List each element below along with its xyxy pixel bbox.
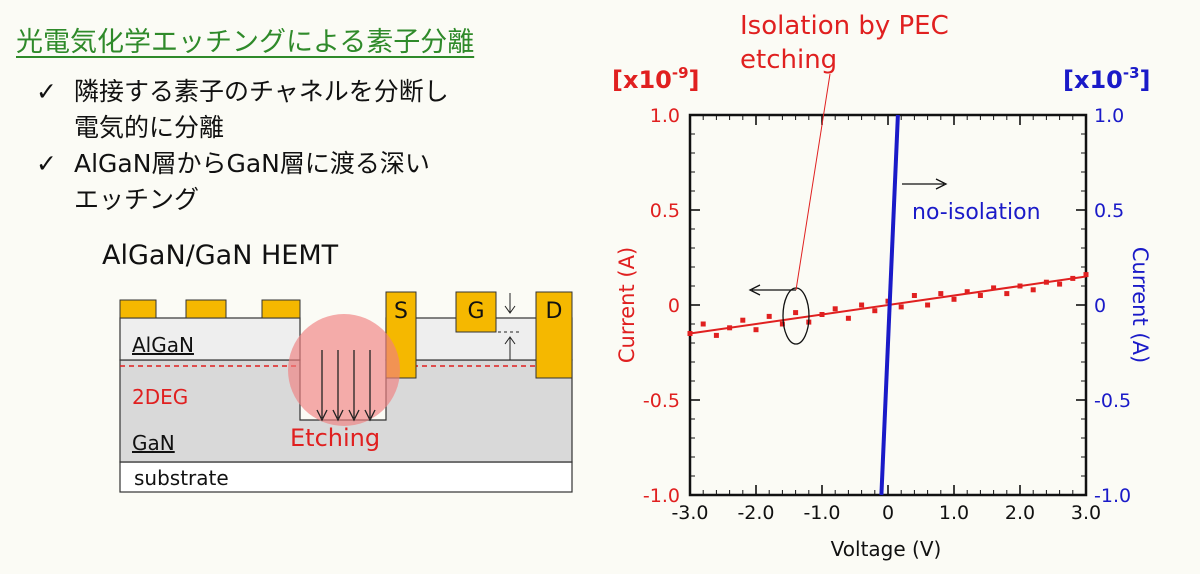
etch-arrows xyxy=(316,350,376,422)
right-mult-base: [x10 xyxy=(1063,66,1123,94)
gate-contact xyxy=(455,291,497,333)
slide-title: 光電気化学エッチングによる素子分離 xyxy=(16,27,475,58)
y-tick-label-right: -0.5 xyxy=(1094,390,1131,412)
bullet-2-line-1: AlGaN層からGaN層に渡る深い xyxy=(74,149,430,178)
etching-label: Etching xyxy=(290,424,380,452)
y-tick-label-right: 1.0 xyxy=(1094,105,1124,127)
y-tick-label-left: -0.5 xyxy=(643,390,680,412)
no-isolation-label: no-isolation xyxy=(912,200,1041,225)
x-tick-label: -1.0 xyxy=(803,502,840,524)
data-point xyxy=(740,317,746,323)
data-point xyxy=(977,293,983,298)
data-point xyxy=(911,293,917,298)
algan-label: AlGaN xyxy=(132,333,194,357)
y-tick-label-right: 0 xyxy=(1094,295,1106,317)
x-tick-label: 0 xyxy=(882,502,894,524)
left-mult-close: ] xyxy=(689,66,700,94)
iv-chart: Isolation by PEC etching [x10-9] [x10-3]… xyxy=(612,11,1152,561)
data-point xyxy=(951,296,957,302)
series-layer xyxy=(687,114,1089,496)
data-point xyxy=(991,285,997,291)
tick-labels: -3.0 -2.0 -1.0 0 1.0 2.0 3.0 1.0 1.0 0.5 0.5 0 0 -0.5… xyxy=(643,105,1131,524)
bullet-list: ✓ 隣接する素子のチャネルを分断し 電気的に分離 ✓ AlGaN層からGaN層に… xyxy=(36,74,449,218)
data-point xyxy=(1030,287,1036,293)
data-point xyxy=(938,291,944,297)
x-tick-label: 3.0 xyxy=(1071,502,1101,524)
data-point xyxy=(872,308,878,314)
etch-highlight xyxy=(288,314,400,426)
depth-arrowhead-bottom xyxy=(504,336,516,345)
y-tick-label-left: 1.0 xyxy=(650,105,680,127)
data-point xyxy=(1083,272,1089,278)
x-tick-label: -3.0 xyxy=(671,502,708,524)
data-point xyxy=(779,321,785,327)
drain-contact xyxy=(535,291,573,379)
left-contact-3 xyxy=(261,299,301,319)
data-point xyxy=(859,302,865,308)
bullet-item-1: ✓ 隣接する素子のチャネルを分断し 電気的に分離 xyxy=(36,74,449,146)
left-contact-1 xyxy=(119,299,157,319)
y-axis-label-left: Current (A) xyxy=(615,247,639,363)
right-mult-exp: -3 xyxy=(1123,64,1140,82)
no-isolation-arrowhead xyxy=(935,178,948,190)
data-point xyxy=(845,315,851,321)
data-point xyxy=(713,332,719,338)
depth-arrowhead-top xyxy=(504,305,516,314)
data-point xyxy=(964,289,970,295)
tick-marks xyxy=(689,114,1087,496)
annotation-pointer xyxy=(795,73,831,291)
substrate-layer xyxy=(119,461,573,493)
gan-label: GaN xyxy=(132,431,175,455)
diagram-title: AlGaN/GaN HEMT xyxy=(102,240,339,271)
data-point xyxy=(793,310,799,316)
annotation-line-1: Isolation by PEC xyxy=(740,11,949,41)
left-mult-base: [x10 xyxy=(612,66,672,94)
source-label: S xyxy=(394,299,408,324)
data-point xyxy=(1004,291,1010,297)
x-tick-label: 2.0 xyxy=(1005,502,1035,524)
check-icon: ✓ xyxy=(36,149,57,178)
left-mult-exp: -9 xyxy=(672,64,689,82)
drain-label: D xyxy=(546,299,563,324)
y-tick-label-right: -1.0 xyxy=(1094,485,1131,507)
left-multiplier: [x10-9] xyxy=(612,64,700,94)
no-isolation-line xyxy=(879,114,900,496)
x-tick-label: 1.0 xyxy=(939,502,969,524)
y-axis-label-right: Current (A) xyxy=(1128,247,1152,363)
data-point xyxy=(832,306,838,312)
data-point xyxy=(753,327,759,333)
algan-layer-left xyxy=(119,317,301,361)
annotation-line-2: etching xyxy=(740,45,837,75)
bullet-2-line-2: エッチング xyxy=(74,185,200,214)
right-multiplier: [x10-3] xyxy=(1063,64,1151,94)
twodeg-label: 2DEG xyxy=(132,385,188,409)
data-point xyxy=(925,302,931,308)
y-tick-label-right: 0.5 xyxy=(1094,200,1124,222)
data-point xyxy=(898,304,904,310)
check-icon: ✓ xyxy=(36,77,57,106)
right-mult-close: ] xyxy=(1140,66,1151,94)
substrate-label: substrate xyxy=(134,466,229,490)
bullet-1-line-1: 隣接する素子のチャネルを分断し xyxy=(74,77,449,106)
x-axis-label: Voltage (V) xyxy=(831,537,942,561)
y-tick-label-left: 0.5 xyxy=(650,200,680,222)
hemt-diagram: substrate AlGaN 2DEG GaN S G D Etching xyxy=(119,291,573,493)
x-tick-label: -2.0 xyxy=(737,502,774,524)
data-point xyxy=(766,313,772,319)
bullet-1-line-2: 電気的に分離 xyxy=(74,113,225,142)
gate-label: G xyxy=(467,299,484,324)
data-point xyxy=(1057,281,1063,287)
y-tick-label-left: 0 xyxy=(668,295,680,317)
data-point xyxy=(700,321,706,327)
y-tick-label-left: -1.0 xyxy=(643,485,680,507)
bullet-item-2: ✓ AlGaN層からGaN層に渡る深い エッチング xyxy=(36,146,449,218)
isolation-arrowhead xyxy=(748,284,761,296)
left-contact-2 xyxy=(185,299,227,319)
